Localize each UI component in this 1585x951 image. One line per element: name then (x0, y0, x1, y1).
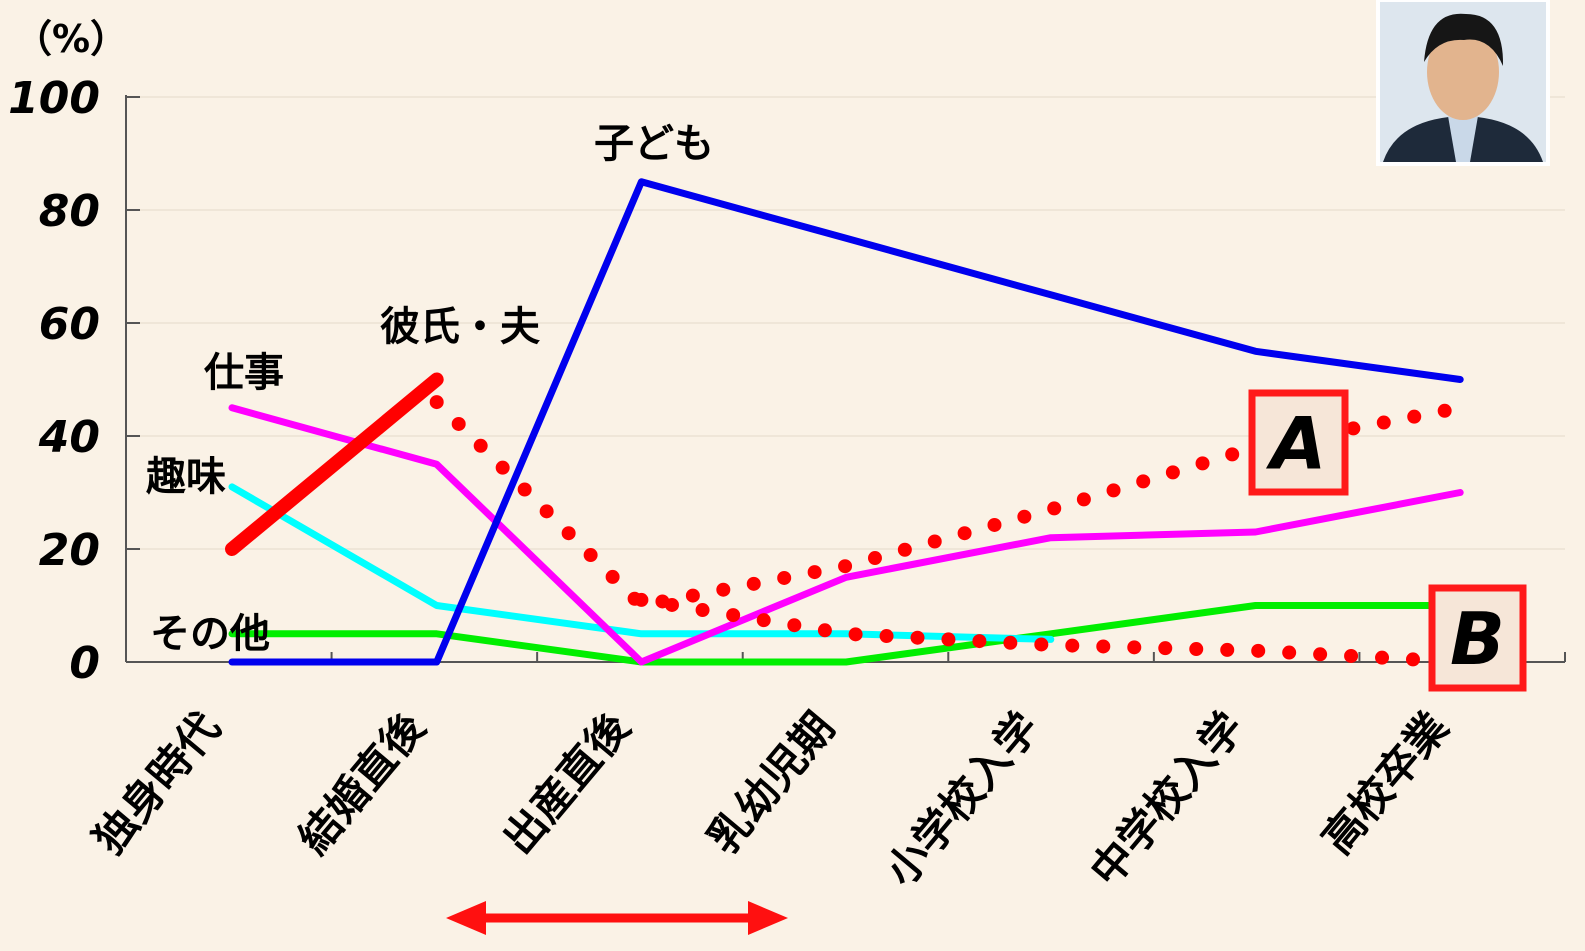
series-line-子ども (228, 178, 1464, 666)
series-label: 子ども (594, 121, 714, 167)
y-tick-label: 0 (69, 638, 100, 689)
x-category-label: 結婚直後 (289, 702, 435, 863)
x-category-label: 乳幼児期 (698, 703, 844, 863)
label-box (1248, 389, 1349, 496)
series-line-B (634, 592, 1468, 669)
series-line-その他 (228, 602, 1464, 666)
x-category-labels: 独身時代 結婚直後 出産直後 乳幼児期 小学校入学 中学校入学 高校卒業 (84, 702, 1458, 895)
box-letter: A (1266, 402, 1327, 486)
box-letter: B (1450, 597, 1505, 681)
y-tick-label: 60 (39, 299, 100, 350)
y-tick-label: 20 (39, 525, 100, 576)
series-label: 仕事 (204, 350, 284, 396)
label-box (1428, 584, 1527, 692)
x-category-label: 高校卒業 (1312, 703, 1458, 863)
presenter-photo (1376, 0, 1550, 166)
series-line-彼氏・夫 (225, 372, 444, 556)
arrow-head-right (748, 901, 788, 935)
series-label: その他 (150, 611, 270, 657)
y-tick-label: 100 (8, 73, 100, 124)
x-category-label: 中学校入学 (1081, 703, 1254, 895)
arrow-head-left (446, 901, 486, 935)
y-axis-unit-label: （%） (14, 17, 128, 61)
series-label: 彼氏・夫 (380, 304, 541, 350)
y-tick-label: 40 (38, 412, 100, 463)
photo-hair (1424, 13, 1504, 66)
x-category-label: 出産直後 (494, 702, 640, 863)
series-label: 趣味 (146, 454, 226, 500)
photo-face (1427, 24, 1499, 120)
grid-lines (126, 96, 1565, 550)
photo-shirt (1448, 116, 1478, 162)
x-category-label: 小学校入学 (876, 703, 1049, 895)
x-category-label: 独身時代 (84, 703, 230, 863)
y-tick-label: 80 (39, 186, 100, 237)
y-tick-labels: 0 20 40 60 80 100 (8, 73, 100, 689)
series-line-仕事 (228, 404, 1464, 666)
